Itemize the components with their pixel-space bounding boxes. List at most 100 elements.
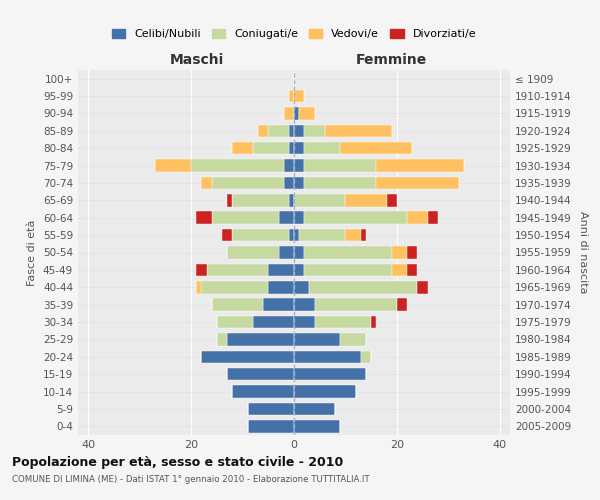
Bar <box>227 194 232 206</box>
Bar <box>196 281 202 293</box>
Bar <box>263 298 294 311</box>
Bar <box>407 246 418 259</box>
Bar <box>299 107 314 120</box>
Bar <box>428 212 438 224</box>
Bar <box>294 333 340 345</box>
Bar <box>346 229 361 241</box>
Bar <box>196 212 212 224</box>
Bar <box>294 246 304 259</box>
Bar <box>304 124 325 137</box>
Bar <box>294 229 299 241</box>
Bar <box>386 194 397 206</box>
Bar <box>294 316 314 328</box>
Bar <box>248 420 294 432</box>
Bar <box>268 264 294 276</box>
Bar <box>314 316 371 328</box>
Bar <box>232 194 289 206</box>
Bar <box>227 368 294 380</box>
Bar <box>268 281 294 293</box>
Bar <box>407 212 428 224</box>
Text: Femmine: Femmine <box>356 54 427 68</box>
Bar <box>284 107 294 120</box>
Bar <box>278 246 294 259</box>
Bar <box>294 90 304 102</box>
Bar <box>407 264 418 276</box>
Bar <box>294 420 340 432</box>
Bar <box>304 142 340 154</box>
Bar <box>294 176 304 189</box>
Bar <box>294 350 361 363</box>
Bar <box>304 176 376 189</box>
Bar <box>217 316 253 328</box>
Bar <box>294 160 304 172</box>
Bar <box>361 350 371 363</box>
Bar <box>202 176 212 189</box>
Bar <box>202 350 294 363</box>
Bar <box>325 124 392 137</box>
Bar <box>227 333 294 345</box>
Bar <box>340 333 366 345</box>
Bar <box>418 281 428 293</box>
Bar <box>289 142 294 154</box>
Bar <box>294 107 299 120</box>
Text: Popolazione per età, sesso e stato civile - 2010: Popolazione per età, sesso e stato civil… <box>12 456 343 469</box>
Bar <box>392 264 407 276</box>
Bar <box>268 124 289 137</box>
Bar <box>376 160 464 172</box>
Bar <box>232 229 289 241</box>
Bar <box>212 298 263 311</box>
Bar <box>294 264 304 276</box>
Bar <box>294 194 346 206</box>
Bar <box>314 298 397 311</box>
Bar <box>289 124 294 137</box>
Bar <box>253 316 294 328</box>
Y-axis label: Fasce di età: Fasce di età <box>28 220 37 286</box>
Bar <box>289 229 294 241</box>
Bar <box>299 229 346 241</box>
Bar <box>278 212 294 224</box>
Bar <box>222 229 232 241</box>
Bar <box>284 160 294 172</box>
Bar <box>206 264 268 276</box>
Bar <box>294 212 304 224</box>
Bar <box>155 160 191 172</box>
Bar <box>191 160 284 172</box>
Bar <box>294 386 356 398</box>
Bar <box>284 176 294 189</box>
Bar <box>304 264 392 276</box>
Bar <box>289 194 294 206</box>
Bar <box>258 124 268 137</box>
Bar <box>392 246 407 259</box>
Bar <box>294 124 304 137</box>
Bar <box>212 212 278 224</box>
Bar <box>202 281 268 293</box>
Bar <box>294 281 310 293</box>
Bar <box>227 246 278 259</box>
Bar <box>294 298 314 311</box>
Bar <box>346 194 386 206</box>
Bar <box>310 281 418 293</box>
Bar <box>304 246 392 259</box>
Bar <box>196 264 206 276</box>
Bar <box>397 298 407 311</box>
Bar <box>294 142 304 154</box>
Bar <box>304 212 407 224</box>
Bar <box>248 402 294 415</box>
Legend: Celibi/Nubili, Coniugati/e, Vedovi/e, Divorziati/e: Celibi/Nubili, Coniugati/e, Vedovi/e, Di… <box>107 24 481 44</box>
Text: Maschi: Maschi <box>170 54 224 68</box>
Bar <box>340 142 412 154</box>
Bar <box>232 142 253 154</box>
Bar <box>371 316 376 328</box>
Bar <box>217 333 227 345</box>
Bar <box>212 176 284 189</box>
Bar <box>376 176 458 189</box>
Y-axis label: Anni di nascita: Anni di nascita <box>578 211 588 294</box>
Bar <box>253 142 289 154</box>
Bar <box>361 229 366 241</box>
Bar <box>294 402 335 415</box>
Bar <box>232 386 294 398</box>
Bar <box>304 160 376 172</box>
Bar <box>289 90 294 102</box>
Bar <box>294 368 366 380</box>
Text: COMUNE DI LIMINA (ME) - Dati ISTAT 1° gennaio 2010 - Elaborazione TUTTITALIA.IT: COMUNE DI LIMINA (ME) - Dati ISTAT 1° ge… <box>12 475 370 484</box>
